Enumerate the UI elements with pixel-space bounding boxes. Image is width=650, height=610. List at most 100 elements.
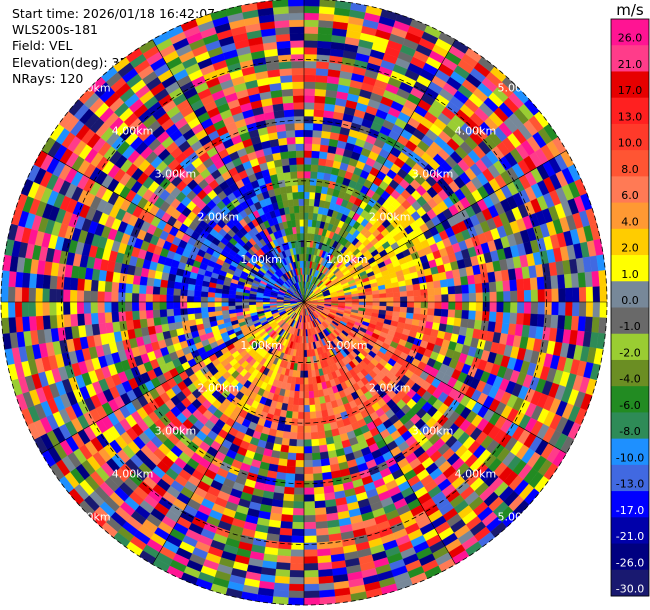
ppi-cell	[303, 198, 310, 206]
ppi-cell	[592, 286, 601, 303]
ppi-cell	[274, 575, 290, 585]
ppi-cell	[565, 287, 573, 303]
ppi-cell	[90, 301, 98, 314]
ppi-cell	[287, 597, 305, 606]
ppi-cell	[510, 290, 518, 303]
ppi-cell	[118, 282, 127, 293]
ppi-cell	[153, 278, 162, 288]
ppi-cell	[303, 219, 309, 227]
ppi-cell	[314, 500, 326, 509]
ppi-cell	[289, 563, 305, 571]
ppi-cell	[62, 289, 71, 303]
ppi-cell	[234, 298, 243, 303]
ppi-cell	[14, 301, 23, 318]
ppi-cell	[277, 458, 288, 467]
ppi-cell	[303, 501, 315, 509]
ppi-cell	[318, 6, 336, 15]
ppi-cell	[28, 273, 38, 289]
ppi-cell	[509, 312, 518, 325]
ppi-cell	[517, 301, 525, 314]
ppi-cell	[76, 278, 85, 291]
ppi-cell	[564, 273, 573, 289]
ppi-cell	[460, 318, 469, 329]
ppi-cell	[455, 293, 463, 303]
ppi-cell	[446, 316, 455, 326]
ppi-cell	[28, 287, 36, 303]
ppi-cell	[280, 521, 293, 530]
ppi-cell	[125, 310, 133, 321]
ppi-cell	[186, 307, 195, 315]
ppi-cell	[131, 283, 140, 294]
ppi-cell	[174, 321, 183, 330]
ppi-cell	[509, 279, 518, 292]
ppi-cell	[303, 150, 313, 158]
ppi-cell	[303, 0, 321, 7]
ppi-cell	[293, 397, 300, 406]
ppi-cell	[405, 284, 414, 292]
ppi-cell	[318, 158, 327, 167]
ppi-cell	[290, 556, 305, 564]
ppi-cell	[481, 311, 490, 322]
ppi-cell	[303, 115, 314, 124]
ppi-cell	[131, 301, 140, 312]
ppi-cell	[42, 288, 50, 303]
ppi-cell	[104, 301, 112, 313]
ppi-cell	[124, 301, 133, 312]
ppi-cell	[462, 301, 470, 311]
ppi-cell	[21, 316, 31, 332]
ppi-cell	[234, 301, 243, 306]
ppi-cell	[303, 336, 307, 344]
ppi-cell	[139, 275, 148, 286]
ppi-cell	[8, 270, 17, 288]
ppi-cell	[413, 301, 422, 309]
ppi-cell	[448, 293, 456, 303]
ppi-cell	[293, 390, 300, 399]
ppi-cell	[406, 307, 415, 314]
ppi-cell	[303, 583, 320, 592]
ppi-cell	[124, 292, 133, 303]
ppi-cell	[295, 460, 305, 468]
ppi-cell	[145, 301, 153, 311]
ppi-cell	[299, 384, 305, 392]
ppi-cell	[207, 311, 216, 318]
ppi-cell	[311, 445, 320, 454]
ppi-cell	[578, 287, 587, 303]
ppi-cell	[307, 377, 313, 385]
ppi-cell	[159, 286, 168, 295]
ppi-cell	[454, 309, 463, 319]
ppi-cell	[288, 445, 297, 454]
ppi-cell	[289, 576, 305, 585]
ppi-cell	[503, 291, 511, 303]
ppi-cell	[296, 439, 305, 447]
ppi-cell	[316, 548, 331, 557]
ppi-cell	[407, 301, 415, 308]
ppi-cell	[111, 301, 119, 313]
ppi-cell	[145, 285, 154, 295]
ppi-cell	[475, 283, 483, 294]
ppi-cell	[312, 136, 322, 145]
ppi-cell	[310, 431, 319, 440]
ppi-cell	[299, 377, 305, 385]
ppi-cell	[288, 438, 297, 447]
ppi-cell	[298, 398, 305, 406]
ppi-cell	[275, 568, 291, 578]
ppi-cell	[173, 301, 181, 309]
ppi-cell	[145, 293, 153, 303]
ppi-cell	[558, 288, 566, 303]
ppi-cell	[207, 296, 215, 303]
ppi-cell	[200, 291, 209, 298]
ppi-cell	[303, 5, 320, 14]
ppi-cell	[76, 301, 85, 315]
ppi-cell	[303, 19, 319, 28]
ppi-cell	[28, 301, 36, 317]
ppi-cell	[320, 137, 331, 146]
ppi-cell	[312, 129, 323, 138]
ppi-cell	[303, 191, 310, 199]
ppi-cell	[489, 301, 497, 313]
ppi-cell	[295, 453, 305, 461]
ppi-cell	[523, 289, 532, 303]
ppi-cell	[21, 301, 30, 317]
ppi-cell	[440, 286, 449, 295]
ppi-cell	[460, 275, 469, 286]
ppi-cell	[255, 301, 263, 305]
